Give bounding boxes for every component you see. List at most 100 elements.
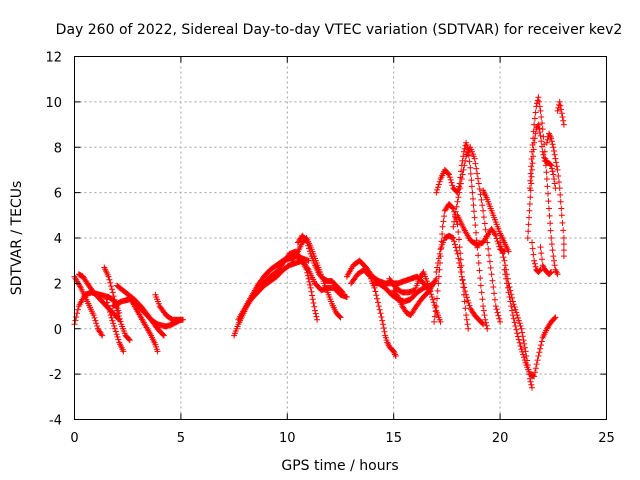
data-point bbox=[463, 316, 470, 323]
y-tick-label: 10 bbox=[45, 96, 62, 111]
data-point bbox=[454, 198, 461, 205]
x-tick-label: 5 bbox=[177, 431, 185, 446]
data-point bbox=[550, 144, 557, 151]
data-point bbox=[107, 312, 114, 319]
y-tick-labels: -4 -2 0 2 4 6 8 10 12 bbox=[45, 51, 62, 429]
data-point bbox=[538, 138, 545, 145]
data-point bbox=[106, 276, 113, 283]
data-point bbox=[456, 189, 463, 196]
data-point bbox=[339, 289, 346, 296]
data-point bbox=[427, 288, 434, 295]
data-point bbox=[549, 247, 556, 254]
data-point bbox=[527, 194, 534, 201]
data-point bbox=[481, 312, 488, 319]
data-point bbox=[506, 294, 513, 300]
data-point bbox=[458, 176, 465, 182]
data-point bbox=[106, 309, 113, 315]
data-point bbox=[126, 337, 133, 344]
data-point bbox=[375, 299, 381, 306]
data-point bbox=[492, 232, 499, 239]
data-point bbox=[455, 229, 462, 235]
data-point bbox=[559, 219, 566, 226]
data-point bbox=[482, 226, 489, 233]
data-point bbox=[478, 196, 485, 203]
data-point bbox=[554, 107, 561, 114]
data-point bbox=[487, 264, 494, 271]
data-point bbox=[314, 316, 321, 323]
data-point bbox=[468, 177, 475, 184]
data-point bbox=[433, 189, 440, 196]
series-s31 bbox=[537, 244, 555, 278]
data-point bbox=[560, 247, 567, 254]
data-point bbox=[557, 191, 564, 198]
data-point bbox=[471, 214, 478, 221]
data-point bbox=[306, 278, 313, 285]
data-point bbox=[509, 307, 515, 314]
data-point bbox=[560, 121, 567, 128]
data-point bbox=[109, 289, 116, 296]
data-point bbox=[366, 272, 373, 279]
data-point bbox=[501, 266, 508, 273]
data-point bbox=[545, 190, 551, 197]
data-point bbox=[457, 264, 464, 271]
data-point bbox=[449, 182, 456, 189]
data-point bbox=[513, 309, 520, 316]
data-point bbox=[486, 258, 493, 265]
data-point bbox=[528, 163, 535, 170]
data-point bbox=[511, 304, 518, 310]
data-point bbox=[306, 248, 313, 255]
data-point bbox=[539, 126, 546, 133]
data-point bbox=[535, 121, 542, 128]
series-s27 bbox=[501, 266, 559, 380]
data-point bbox=[91, 314, 98, 321]
y-tick-label: -2 bbox=[49, 368, 62, 383]
data-point bbox=[472, 160, 479, 167]
data-point bbox=[548, 235, 555, 241]
data-point bbox=[111, 296, 118, 303]
data-point bbox=[451, 218, 458, 225]
data-point bbox=[479, 296, 486, 303]
data-point bbox=[463, 291, 470, 298]
data-point bbox=[93, 320, 100, 327]
data-point bbox=[372, 288, 379, 295]
data-point bbox=[516, 320, 523, 327]
data-point bbox=[434, 295, 440, 302]
data-point bbox=[515, 336, 522, 343]
data-point bbox=[434, 264, 441, 271]
data-point bbox=[482, 319, 489, 326]
data-point bbox=[447, 176, 454, 183]
data-point bbox=[557, 198, 564, 205]
data-point bbox=[437, 318, 444, 325]
data-point bbox=[530, 146, 537, 153]
data-point bbox=[494, 309, 501, 316]
data-point bbox=[541, 154, 548, 161]
data-point bbox=[459, 277, 466, 284]
data-point bbox=[98, 331, 105, 338]
data-point bbox=[464, 297, 471, 304]
data-point bbox=[109, 286, 115, 293]
series-s18 bbox=[390, 275, 440, 319]
data-point bbox=[373, 292, 380, 299]
data-point bbox=[104, 299, 111, 306]
data-point bbox=[457, 269, 464, 275]
data-point bbox=[435, 184, 441, 191]
data-point bbox=[429, 296, 436, 303]
data-point bbox=[114, 333, 121, 340]
data-point bbox=[529, 239, 535, 246]
data-point bbox=[547, 161, 554, 168]
data-point bbox=[477, 282, 484, 289]
data-point bbox=[519, 348, 526, 355]
data-point bbox=[311, 303, 318, 310]
data-point bbox=[531, 373, 538, 380]
data-point bbox=[376, 306, 383, 313]
data-point bbox=[539, 256, 545, 263]
data-point bbox=[475, 260, 482, 266]
data-point bbox=[433, 303, 440, 310]
data-point bbox=[457, 185, 464, 192]
data-point bbox=[304, 240, 311, 246]
data-point bbox=[507, 298, 514, 305]
data-point bbox=[111, 325, 118, 332]
data-point bbox=[459, 171, 466, 178]
series-s32 bbox=[543, 130, 567, 260]
data-point bbox=[455, 194, 462, 201]
